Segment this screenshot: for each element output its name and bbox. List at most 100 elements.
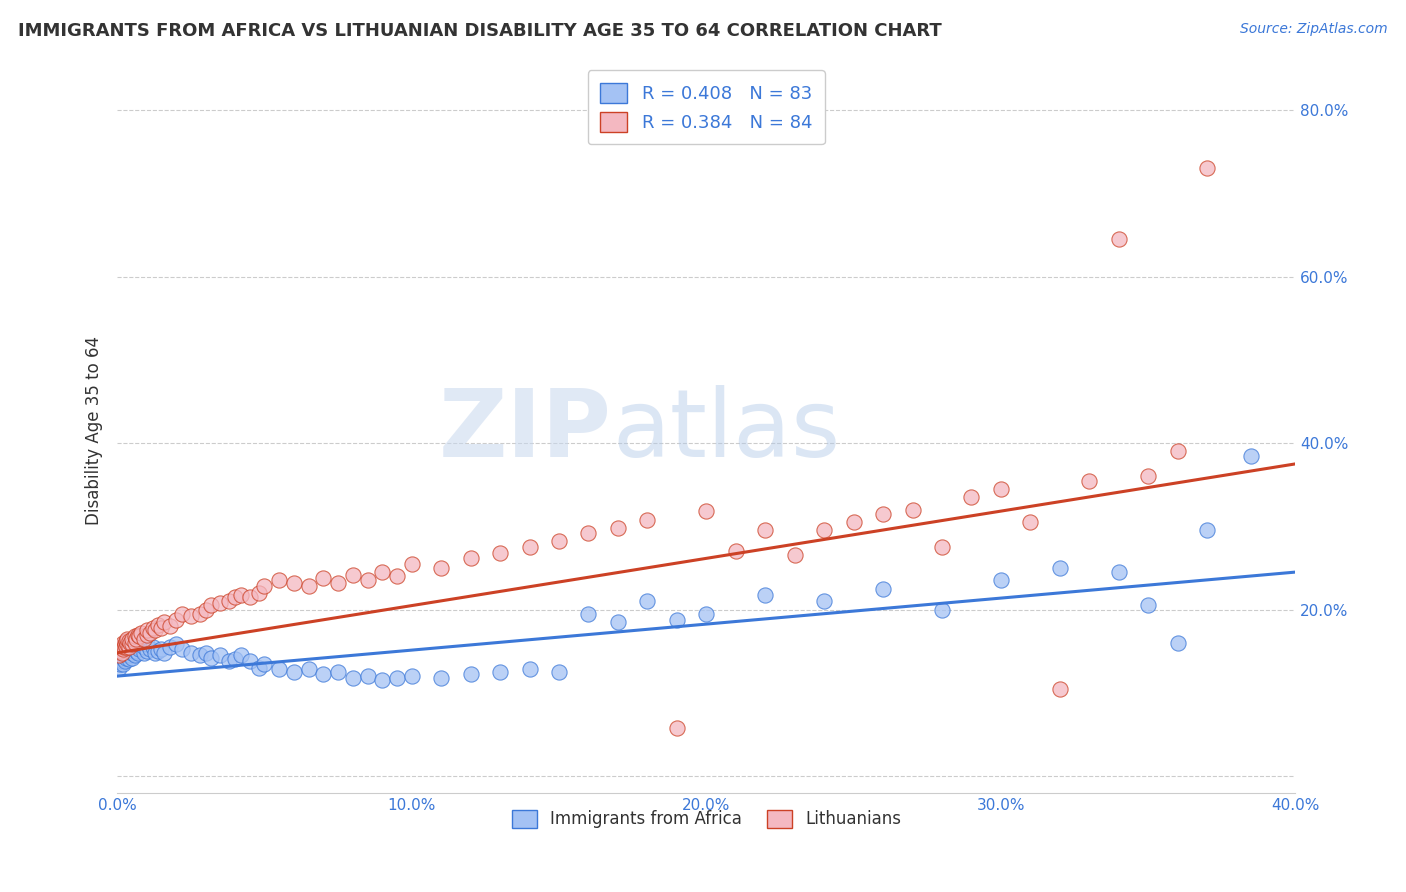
Point bbox=[135, 627, 157, 641]
Point bbox=[117, 644, 139, 658]
Point bbox=[269, 663, 291, 677]
Point bbox=[665, 721, 688, 735]
Point bbox=[253, 579, 276, 593]
Point bbox=[247, 586, 270, 600]
Point bbox=[125, 644, 148, 658]
Point bbox=[578, 607, 600, 621]
Point bbox=[548, 534, 571, 549]
Point bbox=[115, 634, 138, 648]
Point bbox=[121, 632, 143, 646]
Point bbox=[115, 646, 138, 660]
Point bbox=[112, 642, 135, 657]
Point bbox=[117, 632, 139, 646]
Point bbox=[298, 663, 321, 677]
Point bbox=[121, 650, 143, 665]
Point bbox=[695, 504, 717, 518]
Point bbox=[132, 632, 155, 646]
Point bbox=[665, 613, 688, 627]
Point bbox=[114, 646, 136, 660]
Point bbox=[145, 646, 167, 660]
Point bbox=[283, 575, 305, 590]
Point bbox=[170, 642, 193, 657]
Point bbox=[298, 579, 321, 593]
Point bbox=[145, 624, 167, 638]
Point bbox=[194, 646, 217, 660]
Point bbox=[1049, 561, 1071, 575]
Point bbox=[148, 617, 170, 632]
Point bbox=[224, 652, 246, 666]
Point bbox=[118, 652, 141, 666]
Point bbox=[170, 607, 193, 621]
Point bbox=[813, 594, 835, 608]
Point bbox=[269, 574, 291, 588]
Point bbox=[371, 673, 394, 688]
Point bbox=[127, 646, 149, 660]
Point bbox=[356, 669, 378, 683]
Text: IMMIGRANTS FROM AFRICA VS LITHUANIAN DISABILITY AGE 35 TO 64 CORRELATION CHART: IMMIGRANTS FROM AFRICA VS LITHUANIAN DIS… bbox=[18, 22, 942, 40]
Point bbox=[209, 648, 232, 663]
Point bbox=[107, 648, 129, 663]
Point bbox=[153, 646, 176, 660]
Point bbox=[115, 640, 138, 654]
Point bbox=[460, 667, 482, 681]
Point bbox=[960, 490, 983, 504]
Point bbox=[1108, 565, 1130, 579]
Point bbox=[150, 642, 173, 657]
Point bbox=[132, 646, 155, 660]
Point bbox=[112, 648, 135, 663]
Point bbox=[1197, 524, 1219, 538]
Point bbox=[229, 588, 252, 602]
Text: ZIP: ZIP bbox=[439, 384, 612, 476]
Point bbox=[111, 640, 134, 654]
Point bbox=[931, 540, 953, 554]
Point bbox=[607, 615, 630, 629]
Point bbox=[1137, 469, 1160, 483]
Point bbox=[188, 607, 211, 621]
Point bbox=[125, 632, 148, 646]
Point bbox=[124, 636, 146, 650]
Point bbox=[224, 590, 246, 604]
Point bbox=[159, 640, 181, 654]
Point bbox=[229, 648, 252, 663]
Point bbox=[283, 665, 305, 679]
Point bbox=[754, 524, 776, 538]
Point bbox=[239, 590, 262, 604]
Point bbox=[132, 640, 155, 654]
Point bbox=[115, 638, 138, 652]
Point bbox=[112, 640, 135, 654]
Point bbox=[121, 644, 143, 658]
Point bbox=[108, 644, 131, 658]
Point bbox=[209, 596, 232, 610]
Point bbox=[135, 624, 157, 638]
Point bbox=[141, 640, 163, 654]
Point bbox=[430, 561, 453, 575]
Point bbox=[129, 638, 152, 652]
Point bbox=[118, 640, 141, 654]
Point bbox=[121, 646, 143, 660]
Point bbox=[112, 652, 135, 666]
Point bbox=[489, 546, 512, 560]
Point bbox=[312, 667, 335, 681]
Point bbox=[128, 629, 150, 643]
Point bbox=[519, 540, 541, 554]
Point bbox=[636, 594, 658, 608]
Point bbox=[401, 557, 423, 571]
Point bbox=[115, 650, 138, 665]
Point bbox=[129, 625, 152, 640]
Point bbox=[695, 607, 717, 621]
Point bbox=[578, 525, 600, 540]
Point bbox=[110, 654, 132, 668]
Point bbox=[401, 669, 423, 683]
Point bbox=[153, 615, 176, 629]
Point bbox=[724, 544, 747, 558]
Point bbox=[138, 642, 160, 657]
Point bbox=[519, 663, 541, 677]
Point bbox=[165, 613, 187, 627]
Point bbox=[118, 634, 141, 648]
Point bbox=[460, 550, 482, 565]
Point bbox=[115, 648, 138, 663]
Point bbox=[138, 625, 160, 640]
Point bbox=[754, 588, 776, 602]
Point bbox=[159, 619, 181, 633]
Text: atlas: atlas bbox=[612, 384, 841, 476]
